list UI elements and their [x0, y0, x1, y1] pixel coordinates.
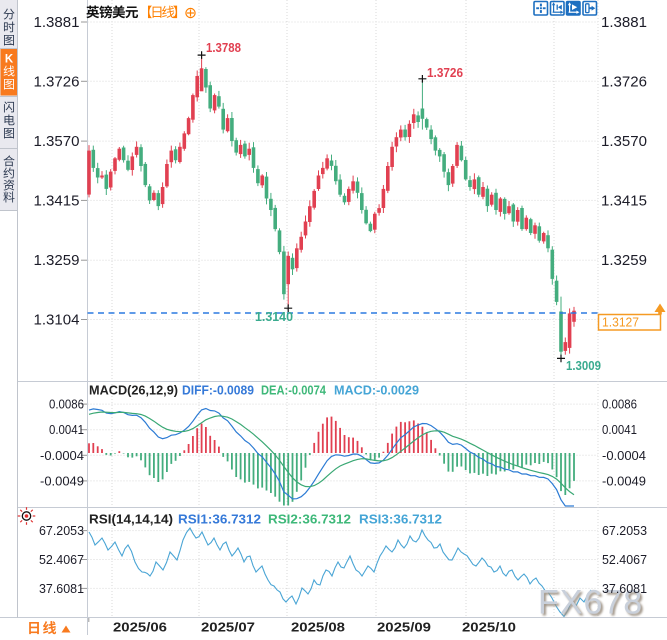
- svg-text:FX678: FX678: [538, 584, 643, 622]
- svg-text:37.6081: 37.6081: [39, 582, 84, 596]
- svg-text:0.0041: 0.0041: [602, 423, 637, 437]
- svg-text:67.2053: 67.2053: [39, 524, 84, 538]
- svg-text:K: K: [5, 54, 14, 66]
- svg-text:RSI2:36.7312: RSI2:36.7312: [268, 513, 351, 527]
- svg-text:DIFF:-0.0089: DIFF:-0.0089: [182, 384, 254, 398]
- svg-text:-0.0004: -0.0004: [40, 449, 84, 463]
- svg-text:1.3009: 1.3009: [566, 359, 601, 373]
- svg-text:RSI3:36.7312: RSI3:36.7312: [359, 513, 442, 527]
- svg-text:67.2053: 67.2053: [602, 524, 647, 538]
- svg-text:2025/09: 2025/09: [377, 620, 431, 635]
- svg-text:1.3140: 1.3140: [255, 310, 293, 324]
- svg-text:MACD(26,12,9): MACD(26,12,9): [89, 384, 178, 398]
- svg-text:1.3259: 1.3259: [601, 253, 647, 269]
- svg-text:2025/08: 2025/08: [291, 620, 345, 635]
- svg-text:1.3127: 1.3127: [602, 315, 639, 330]
- svg-text:2025/07: 2025/07: [201, 620, 255, 635]
- svg-text:1.3259: 1.3259: [34, 253, 80, 269]
- svg-text:37.6081: 37.6081: [602, 582, 647, 596]
- svg-text:1.3415: 1.3415: [34, 193, 80, 209]
- svg-text:2025/10: 2025/10: [462, 620, 516, 635]
- svg-text:RSI(14,14,14): RSI(14,14,14): [89, 513, 173, 527]
- svg-text:1.3726: 1.3726: [427, 66, 463, 80]
- svg-text:1.3570: 1.3570: [34, 134, 80, 150]
- svg-text:1.3726: 1.3726: [34, 74, 80, 90]
- svg-text:1.3881: 1.3881: [34, 15, 80, 31]
- svg-text:2025/06: 2025/06: [113, 620, 167, 635]
- svg-text:1.3881: 1.3881: [601, 15, 647, 31]
- svg-text:1.3570: 1.3570: [601, 134, 647, 150]
- svg-text:DEA:-0.0074: DEA:-0.0074: [261, 384, 326, 398]
- svg-text:MACD:-0.0029: MACD:-0.0029: [334, 384, 419, 398]
- svg-text:52.4067: 52.4067: [602, 553, 647, 567]
- svg-text:1.3726: 1.3726: [601, 74, 647, 90]
- svg-text:0.0041: 0.0041: [49, 423, 84, 437]
- svg-text:1.3104: 1.3104: [34, 313, 80, 329]
- svg-text:-0.0004: -0.0004: [602, 449, 646, 463]
- svg-text:1.3788: 1.3788: [206, 41, 241, 55]
- svg-text:-0.0049: -0.0049: [40, 474, 84, 488]
- svg-text:RSI1:36.7312: RSI1:36.7312: [178, 513, 261, 527]
- svg-text:0.0086: 0.0086: [602, 398, 637, 412]
- svg-text:52.4067: 52.4067: [39, 553, 84, 567]
- svg-text:1.3415: 1.3415: [601, 193, 647, 209]
- svg-text:-0.0049: -0.0049: [602, 474, 646, 488]
- svg-text:0.0086: 0.0086: [49, 398, 84, 412]
